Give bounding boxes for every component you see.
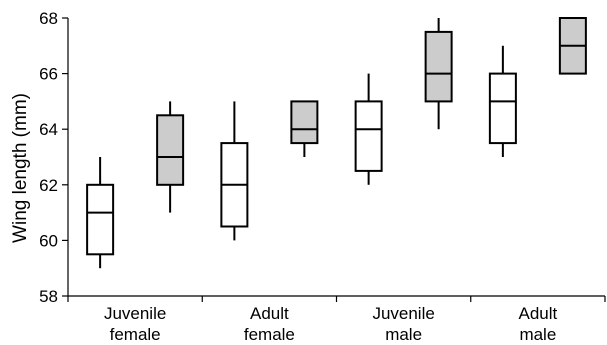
box: [354, 100, 383, 172]
x-category-label-line: male: [385, 325, 422, 344]
x-category-label: Juvenile male: [372, 304, 434, 344]
y-tick-label: 68: [39, 9, 58, 28]
x-category-label-line: female: [110, 325, 161, 344]
y-tick-label: 58: [39, 287, 58, 306]
box: [488, 72, 517, 145]
x-category-label-line: Adult: [250, 304, 289, 323]
x-category-label: Adult female: [244, 304, 295, 344]
y-tick-label: 64: [39, 120, 58, 139]
y-tick-label: 60: [39, 231, 58, 250]
box: [424, 30, 453, 103]
y-tick-label: 62: [39, 176, 58, 195]
axes: 58 60 62 64 66 68: [39, 9, 606, 306]
x-category-label-line: male: [519, 325, 556, 344]
x-category-label: Adult male: [519, 304, 558, 344]
box: [156, 114, 185, 186]
x-category-label: Juvenile female: [104, 304, 166, 344]
x-category-label-line: Juvenile: [104, 304, 166, 323]
x-category-label-line: Adult: [519, 304, 558, 323]
y-axis-title: Wing length (mm): [10, 93, 31, 243]
y-tick-label: 66: [39, 65, 58, 84]
y-axis-title-group: Wing length (mm): [10, 93, 31, 243]
boxes: [86, 17, 587, 269]
box: [86, 183, 115, 256]
x-category-label-line: Juvenile: [372, 304, 434, 323]
box: [290, 100, 319, 145]
x-category-label-line: female: [244, 325, 295, 344]
